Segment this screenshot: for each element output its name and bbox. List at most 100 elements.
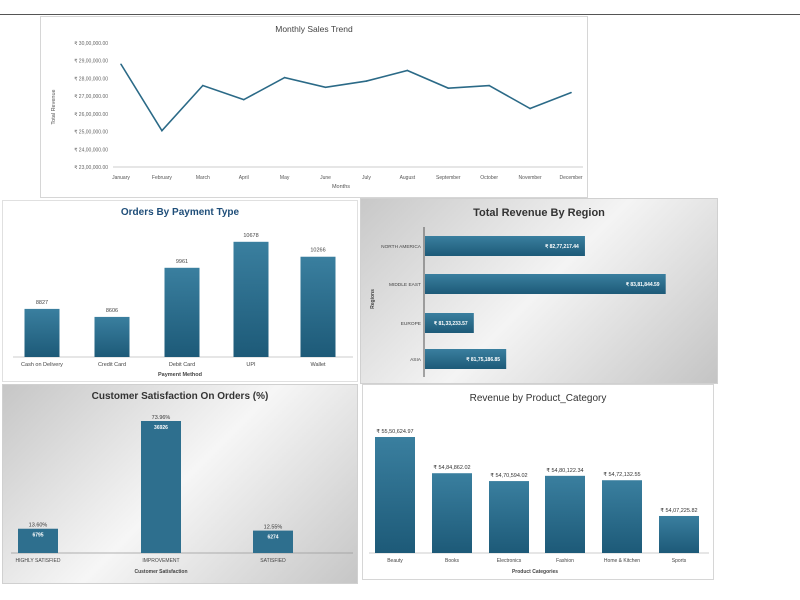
x-axis-title: Product Categories (512, 569, 558, 575)
bar (659, 515, 699, 553)
bar (94, 316, 130, 357)
x-tick-label: Beauty (387, 558, 403, 564)
x-tick-label: February (152, 175, 173, 181)
chart-title: Total Revenue By Region (473, 207, 605, 219)
data-point (202, 84, 204, 87)
data-point (406, 69, 409, 72)
percent-label: 73.96% (152, 415, 171, 421)
bar (425, 236, 585, 256)
bar-chart-svg: 13.60% 6795 HIGHLY SATISFIED 73.96% 36926 IMP… (11, 415, 353, 575)
data-label: ₹ 54,70,594.02 (490, 472, 527, 479)
percent-label: 12.55% (264, 525, 283, 531)
y-tick-label: ₹ 27,00,000.00 (74, 94, 108, 100)
bar (24, 308, 60, 357)
y-tick-label: MIDDLE EAST (389, 282, 421, 288)
x-axis-title: Payment Method (158, 372, 202, 378)
bar (375, 437, 415, 553)
data-point (529, 107, 531, 110)
count-label: 6274 (267, 535, 278, 541)
orders-by-payment-type-chart: Orders By Payment Type 8827 Cash on Deliv… (2, 200, 358, 382)
data-point (283, 76, 286, 79)
x-tick-label: Books (445, 558, 459, 564)
data-label: ₹ 55,50,624.97 (376, 428, 413, 435)
x-tick-label: Wallet (310, 362, 326, 368)
x-tick-label: Credit Card (98, 362, 126, 368)
data-label: ₹ 54,72,132.55 (603, 471, 640, 478)
y-tick-label: ₹ 23,00,000.00 (74, 165, 108, 171)
x-tick-label: Electronics (497, 558, 522, 564)
data-point (324, 86, 327, 89)
y-axis-title: Regions (370, 289, 376, 309)
x-tick-label: September (436, 175, 461, 181)
bar (164, 267, 200, 357)
data-label: ₹ 81,75,186.85 (466, 357, 500, 363)
x-tick-label: May (280, 175, 290, 181)
data-label: 10266 (310, 248, 325, 254)
x-tick-label: HIGHLY SATISFIED (15, 558, 60, 564)
bar (432, 473, 472, 553)
x-tick-label: Home & Kitchen (604, 558, 640, 564)
y-tick-label: ₹ 29,00,000.00 (74, 59, 108, 65)
data-point (365, 80, 368, 82)
data-point (570, 91, 572, 94)
chart-title: Orders By Payment Type (120, 207, 240, 218)
chart-title: Customer Satisfaction On Orders (%) (91, 391, 269, 402)
y-axis-title: Total Revenue (51, 89, 57, 124)
customer-satisfaction-chart: Customer Satisfaction On Orders (%) 13.6… (2, 384, 358, 584)
y-tick-label: EUROPE (401, 321, 421, 327)
y-tick-label: ₹ 26,00,000.00 (74, 112, 108, 118)
series-line (120, 63, 572, 133)
bar (253, 530, 293, 553)
data-point (242, 98, 245, 101)
y-tick-label: ASIA (410, 357, 422, 363)
percent-label: 13.60% (29, 523, 48, 529)
bar-chart-svg: ₹ 55,50,624.97 Beauty ₹ 54,84,862.02 Books ₹… (369, 428, 709, 575)
x-tick-label: April (239, 175, 249, 181)
revenue-by-product-category-chart: Revenue by Product_Category ₹ 55,50,624.… (362, 384, 714, 580)
x-axis-title: Months (332, 184, 350, 190)
data-point (120, 63, 122, 66)
x-tick-label: SATISFIED (260, 558, 286, 564)
data-point (161, 129, 163, 132)
x-tick-label: October (480, 175, 498, 181)
data-label: ₹ 82,77,217.44 (545, 244, 579, 250)
count-label: 36926 (154, 425, 168, 431)
bar (425, 274, 666, 294)
bar (233, 241, 269, 357)
x-tick-label: June (320, 175, 331, 181)
bar (425, 313, 474, 333)
top-divider (0, 14, 800, 15)
x-axis-title: Customer Satisfaction (134, 569, 187, 575)
monthly-sales-trend-chart: Monthly Sales Trend ₹ 23,00,000.00 ₹ 24,0… (40, 16, 588, 198)
bar (602, 480, 642, 553)
bar (141, 421, 181, 553)
data-label: 10678 (243, 233, 258, 239)
x-tick-label: December (559, 175, 582, 181)
bar-chart-svg: 8827 Cash on Delivery 8606 Credit Card 9961 D… (13, 233, 353, 378)
x-tick-label: Debit Card (169, 362, 195, 368)
total-revenue-by-region-chart: Total Revenue By Region ₹ 82,77,217.44 NO… (360, 198, 718, 384)
chart-title: Monthly Sales Trend (275, 24, 353, 34)
x-tick-label: Fashion (556, 558, 574, 564)
x-tick-label: November (519, 175, 542, 181)
bar (300, 256, 336, 357)
x-tick-label: Sports (672, 558, 687, 564)
chart-title: Revenue by Product_Category (469, 393, 607, 404)
data-label: ₹ 83,81,844.59 (626, 282, 660, 288)
data-label: 8827 (36, 300, 48, 306)
bar (489, 481, 529, 553)
y-tick-label: NORTH AMERICA (381, 244, 422, 250)
data-label: ₹ 81,33,233.57 (434, 321, 468, 327)
line-chart-svg: ₹ 23,00,000.00 ₹ 24,00,000.00 ₹ 25,00,000.… (51, 41, 583, 190)
data-label: 9961 (176, 259, 188, 265)
data-label: ₹ 54,84,862.02 (433, 464, 470, 471)
x-tick-label: March (196, 175, 210, 181)
bar (18, 528, 58, 553)
bar (425, 349, 507, 369)
bar (545, 475, 585, 553)
hbar-chart-svg: ₹ 82,77,217.44 NORTH AMERICA ₹ 83,81,844.5… (370, 227, 666, 377)
x-tick-label: UPI (246, 362, 256, 368)
data-label: ₹ 54,80,122.34 (546, 467, 583, 474)
data-point (447, 87, 450, 89)
count-label: 6795 (32, 533, 43, 539)
